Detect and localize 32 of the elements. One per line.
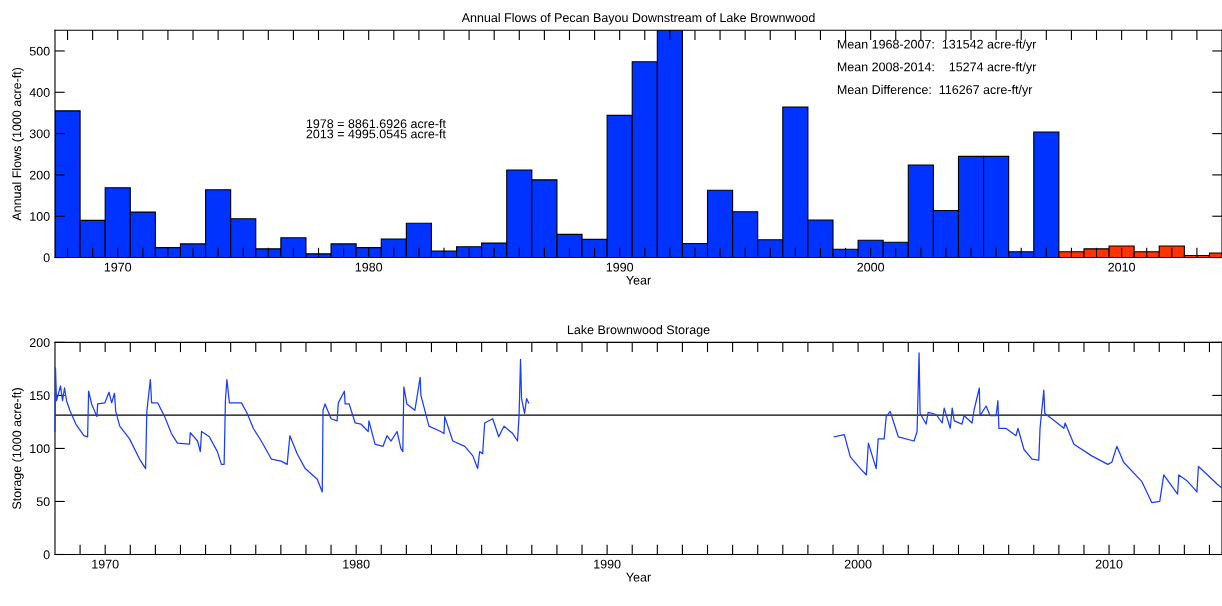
- x-tick-label: 2010: [1108, 262, 1136, 272]
- y-tick-label: 100: [30, 444, 50, 454]
- y-tick-label: 50: [36, 497, 50, 507]
- x-tick-label: 1990: [594, 559, 621, 569]
- chart-title: Lake Brownwood Storage: [567, 325, 710, 337]
- y-tick-label: 200: [29, 338, 50, 348]
- x-tick-label: 2000: [844, 559, 872, 569]
- y-tick-label: 100: [30, 212, 50, 221]
- y-tick-label: 400: [29, 88, 50, 97]
- y-axis-title: Storage (1000 acre-ft): [12, 388, 24, 510]
- y-tick-label: 300: [29, 129, 50, 139]
- x-tick-label: 1970: [104, 262, 132, 272]
- x-tick-label: 1970: [92, 559, 119, 569]
- x-axis-title: Year: [626, 275, 651, 285]
- x-tick-label: 2000: [857, 262, 885, 272]
- y-tick-label: 200: [29, 170, 50, 180]
- y-axis-title: Annual Flows (1000 acre-ft): [12, 67, 24, 221]
- x-axis-title: Year: [626, 572, 651, 582]
- y-tick-label: 150: [30, 391, 50, 401]
- x-tick-label: 1980: [343, 559, 370, 569]
- annotation: 1978 = 8861.6926 acre-ft: [306, 118, 446, 129]
- annotation: Mean Difference: 116267 acre-ft/yr: [837, 84, 1033, 97]
- y-tick-label: 0: [43, 550, 50, 560]
- chart-title: Annual Flows of Pecan Bayou Downstream of Lake Brownwood: [461, 12, 815, 25]
- x-tick-label: 2010: [1095, 559, 1123, 569]
- annotation: Mean 2008-2014: 15274 acre-ft/yr: [837, 62, 1037, 74]
- annotation: 2013 = 4995.0545 acre-ft: [306, 129, 446, 139]
- x-tick-label: 1990: [606, 262, 634, 272]
- y-tick-label: 0: [43, 253, 50, 263]
- x-tick-label: 1980: [355, 262, 383, 272]
- annotation: Mean 1968-2007: 131542 acre-ft/yr: [837, 39, 1037, 52]
- y-tick-label: 500: [29, 46, 50, 56]
